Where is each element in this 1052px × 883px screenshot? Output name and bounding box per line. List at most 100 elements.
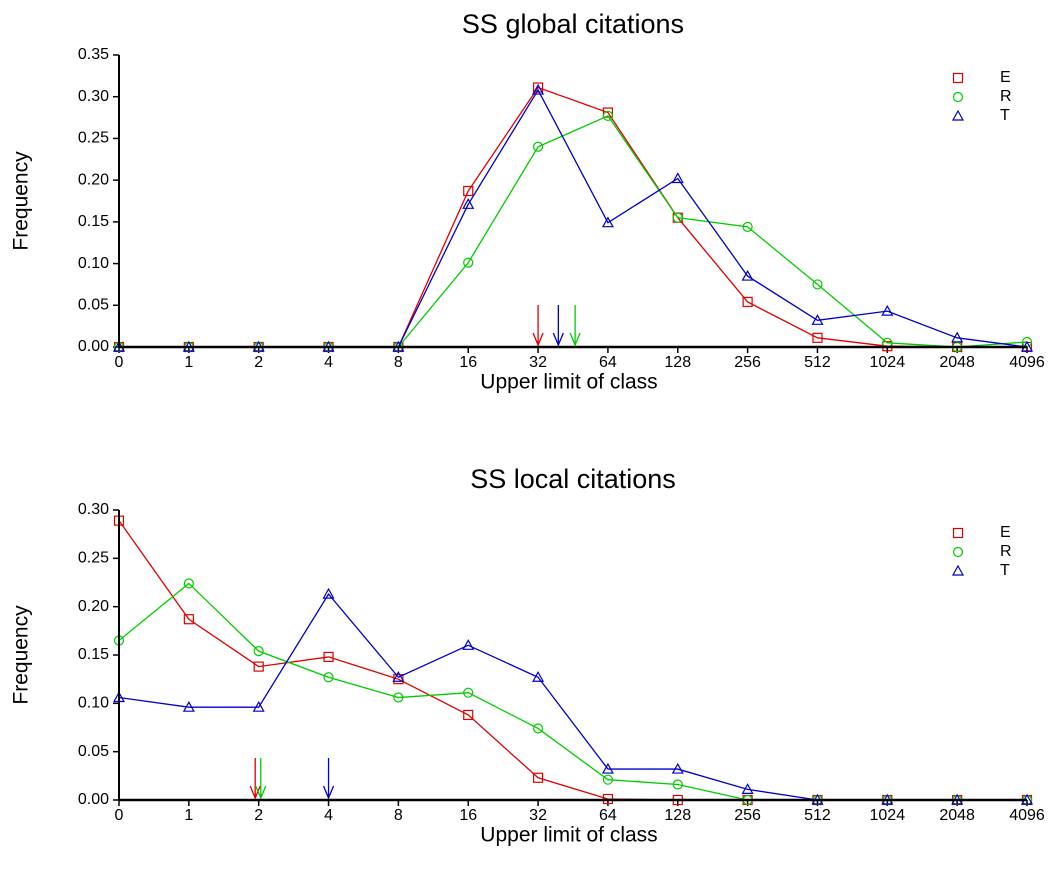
data-point [602, 107, 614, 118]
legend-marker [951, 564, 965, 576]
x-tick-label: 1 [184, 807, 193, 824]
arrow [569, 305, 581, 347]
x-tick-label: 64 [599, 354, 617, 371]
data-point [183, 578, 194, 589]
y-tick-label: 0.05 [78, 743, 109, 760]
x-tick-label: 32 [529, 354, 547, 371]
data-point [463, 257, 474, 268]
data-point [253, 646, 264, 657]
data-point [323, 672, 334, 683]
y-tick-label: 0.15 [78, 213, 109, 230]
x-tick-label: 1024 [870, 807, 906, 824]
y-tick-label: 0.00 [78, 791, 109, 808]
x-tick-label: 64 [599, 807, 617, 824]
data-point [183, 614, 194, 625]
x-tick-label: 256 [734, 354, 761, 371]
data-point [462, 639, 475, 650]
legend-label: E [1000, 69, 1011, 86]
arrow [532, 305, 544, 347]
x-tick-label: 0 [115, 354, 124, 371]
series-line [119, 88, 1028, 348]
data-point [532, 82, 544, 93]
x-tick-label: 16 [459, 807, 477, 824]
x-tick-label: 2048 [939, 807, 975, 824]
x-tick-label: 1 [184, 354, 193, 371]
legend-marker [952, 546, 964, 558]
y-axis-label: Frequency [10, 151, 33, 251]
chart-title: SS local citations [470, 464, 676, 494]
data-point [463, 185, 474, 197]
data-point [602, 774, 614, 785]
y-tick-label: 0.10 [78, 695, 109, 712]
data-point [463, 709, 474, 721]
data-point [811, 314, 824, 325]
legend-label: T [1000, 107, 1010, 124]
data-point [741, 269, 754, 281]
y-tick-label: 0.10 [78, 255, 109, 272]
data-point [182, 700, 195, 712]
data-point [393, 692, 404, 703]
data-point [532, 83, 545, 95]
x-axis-label: Upper limit of class [480, 371, 657, 394]
y-tick-label: 0.25 [78, 130, 109, 147]
data-point [672, 779, 683, 790]
x-axis-label: Upper limit of class [480, 824, 657, 847]
y-tick-label: 0.05 [78, 297, 109, 314]
legend-marker [952, 72, 964, 84]
data-point [323, 651, 334, 663]
data-point [671, 762, 684, 774]
x-tick-label: 4096 [1009, 807, 1045, 824]
x-tick-label: 512 [804, 807, 831, 824]
data-point [741, 783, 754, 794]
data-point [601, 762, 614, 774]
y-tick-label: 0.00 [78, 338, 109, 355]
x-tick-label: 2 [254, 807, 263, 824]
arrow [552, 305, 564, 347]
y-tick-label: 0.35 [78, 46, 109, 63]
data-point [812, 332, 823, 343]
x-tick-label: 32 [529, 807, 547, 824]
data-point [392, 670, 405, 682]
legend-label: E [1000, 524, 1011, 541]
arrow [255, 758, 267, 800]
data-point [253, 661, 264, 672]
y-tick-label: 0.20 [78, 598, 109, 615]
data-point [532, 670, 545, 682]
data-point [812, 279, 823, 290]
arrow [322, 758, 335, 800]
y-tick-label: 0.30 [78, 88, 109, 105]
x-tick-label: 256 [734, 807, 761, 824]
y-tick-label: 0.30 [78, 501, 109, 518]
x-tick-label: 0 [115, 807, 124, 824]
x-tick-label: 4 [324, 354, 333, 371]
x-tick-label: 1024 [870, 354, 906, 371]
data-point [601, 216, 614, 228]
legend-label: T [1000, 562, 1010, 579]
y-tick-label: 0.25 [78, 550, 109, 567]
x-tick-label: 2048 [939, 354, 975, 371]
data-point [881, 304, 894, 316]
legend-marker [951, 109, 965, 121]
x-tick-label: 4096 [1009, 354, 1045, 371]
y-tick-label: 0.20 [78, 171, 109, 188]
x-tick-label: 128 [664, 354, 691, 371]
x-tick-label: 4 [324, 807, 333, 824]
x-tick-label: 512 [804, 354, 831, 371]
x-tick-label: 2 [254, 354, 263, 371]
legend-label: R [1000, 543, 1012, 560]
data-point [742, 221, 753, 232]
data-point [532, 723, 544, 734]
data-point [532, 772, 544, 783]
data-point [532, 141, 544, 152]
y-tick-label: 0.15 [78, 646, 109, 663]
data-point [951, 331, 964, 343]
x-tick-label: 8 [394, 354, 403, 371]
legend-marker [952, 91, 964, 103]
x-tick-label: 128 [664, 807, 691, 824]
legend-label: R [1000, 88, 1012, 105]
arrow [249, 758, 261, 800]
x-tick-label: 8 [394, 807, 403, 824]
legend-marker [952, 527, 964, 539]
data-point [322, 587, 335, 599]
series-line [119, 86, 1027, 348]
